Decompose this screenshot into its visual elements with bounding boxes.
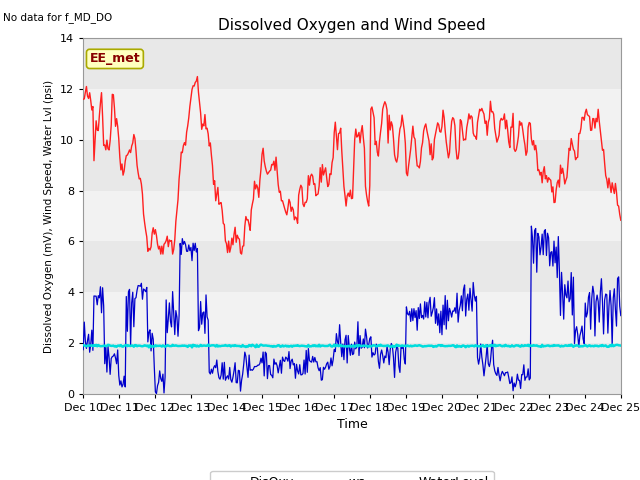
Text: No data for f_MD_DO: No data for f_MD_DO <box>3 12 113 23</box>
X-axis label: Time: Time <box>337 418 367 431</box>
Bar <box>83 38 621 89</box>
Bar <box>83 140 621 191</box>
Text: EE_met: EE_met <box>90 52 140 65</box>
Y-axis label: Dissolved Oxygen (mV), Wind Speed, Water Lvl (psi): Dissolved Oxygen (mV), Wind Speed, Water… <box>45 79 54 353</box>
Bar <box>83 343 621 394</box>
Legend: DisOxy, ws, WaterLevel: DisOxy, ws, WaterLevel <box>210 471 494 480</box>
Title: Dissolved Oxygen and Wind Speed: Dissolved Oxygen and Wind Speed <box>218 18 486 33</box>
Bar <box>83 241 621 292</box>
